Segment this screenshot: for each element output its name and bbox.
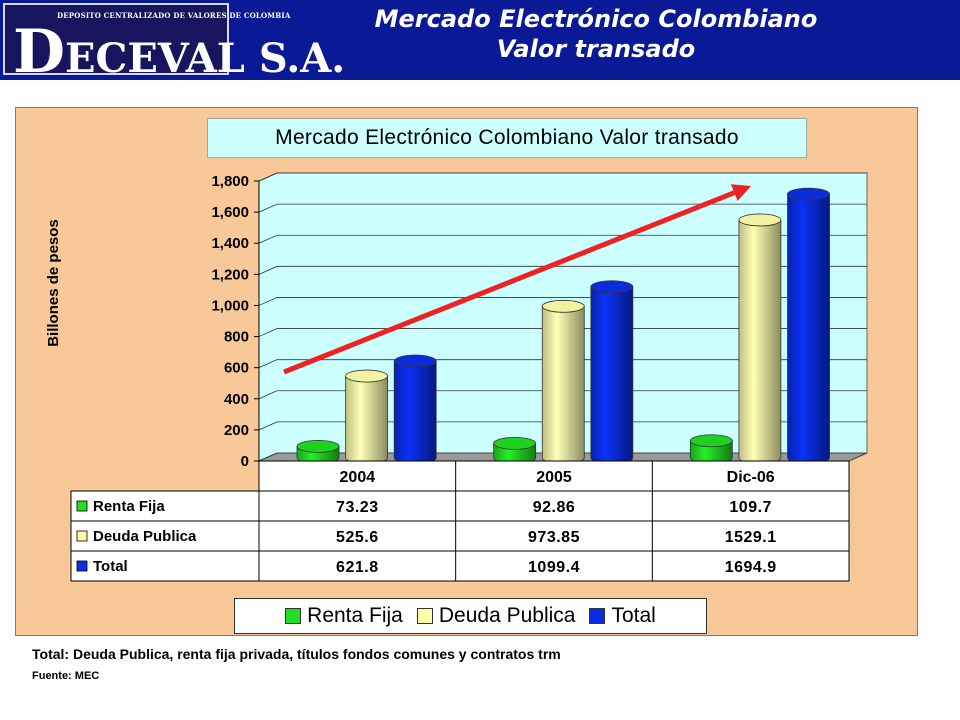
bar-total-0 bbox=[393, 360, 437, 465]
bar-top-1-0 bbox=[493, 436, 537, 450]
table-series-name: Renta Fija bbox=[93, 498, 165, 515]
y-tick-label: 1,200 bbox=[211, 266, 249, 283]
gridline bbox=[258, 390, 867, 400]
legend-item: Deuda Publica bbox=[416, 604, 576, 628]
chart-panel: Mercado Electrónico Colombiano Valor tra… bbox=[15, 107, 918, 636]
table-header-row bbox=[258, 460, 850, 492]
chart-legend: Renta Fija Deuda Publica Total bbox=[234, 598, 707, 634]
table-legend-swatch bbox=[76, 530, 88, 542]
table-value: 1099.4 bbox=[528, 559, 580, 576]
deceval-logo: DEPOSITO CENTRALIZADO DE VALORES DE COLO… bbox=[3, 3, 345, 87]
gridline bbox=[258, 328, 867, 337]
trend-arrow-head bbox=[730, 184, 751, 202]
gridline bbox=[258, 421, 867, 431]
gridline bbox=[258, 265, 867, 275]
bar-chart: 0 200 400 600 800 1,000 1,200 1,400 1,600 1,800 20… bbox=[70, 172, 868, 582]
gridline bbox=[258, 359, 867, 369]
bar-top-2-2 bbox=[787, 187, 830, 201]
page-title: Mercado Electrónico Colombiano Valor tra… bbox=[236, 4, 956, 70]
y-tick-label: 400 bbox=[224, 391, 249, 408]
x-category-label: 2004 bbox=[340, 469, 376, 486]
bar-top-2-1 bbox=[738, 213, 782, 227]
bar-deuda-publica-2 bbox=[738, 219, 782, 465]
y-tick-label: 200 bbox=[224, 422, 249, 439]
legend-item: Total bbox=[589, 604, 656, 628]
bar-top-0-2 bbox=[393, 354, 437, 368]
y-tick-label: 1,000 bbox=[211, 297, 249, 314]
legend-swatch bbox=[416, 608, 433, 624]
logo-tagline: DEPOSITO CENTRALIZADO DE VALORES DE COLO… bbox=[57, 11, 291, 20]
table-value: 1694.9 bbox=[725, 559, 777, 576]
table-value: 621.8 bbox=[336, 559, 379, 576]
legend-label: Renta Fija bbox=[307, 604, 403, 627]
x-category-label: 2005 bbox=[536, 469, 572, 486]
legend-swatch bbox=[589, 608, 606, 624]
table-series-name: Deuda Publica bbox=[93, 528, 197, 545]
data-table bbox=[70, 490, 850, 582]
y-tick-label: 600 bbox=[224, 360, 249, 377]
y-tick-label: 0 bbox=[241, 453, 249, 470]
table-legend-swatch bbox=[76, 560, 88, 572]
bar-top-0-1 bbox=[345, 369, 389, 383]
table-legend-swatch bbox=[76, 500, 88, 512]
table-value: 92.86 bbox=[533, 499, 576, 516]
bar-top-0-0 bbox=[296, 440, 340, 453]
y-tick-label: 800 bbox=[224, 329, 249, 346]
table-value: 73.23 bbox=[336, 499, 379, 516]
y-tick-label: 1,800 bbox=[211, 173, 249, 190]
gridline bbox=[258, 297, 867, 306]
bar-top-2-0 bbox=[689, 434, 733, 448]
legend-label: Total bbox=[611, 604, 656, 627]
legend-label: Deuda Publica bbox=[438, 604, 576, 627]
gridline bbox=[258, 234, 867, 244]
gridline bbox=[258, 172, 867, 182]
chart-title: Mercado Electrónico Colombiano Valor tra… bbox=[207, 118, 807, 158]
y-axis-label: Billones de pesos bbox=[45, 219, 62, 347]
y-tick-label: 1,400 bbox=[211, 235, 249, 252]
bar-deuda-publica-0 bbox=[345, 375, 388, 465]
page-title-line2: Valor transado bbox=[496, 35, 696, 63]
page-title-line1: Mercado Electrónico Colombiano bbox=[374, 5, 818, 33]
table-value: 1529.1 bbox=[725, 529, 777, 546]
bar-deuda-publica-1 bbox=[541, 305, 585, 465]
table-value: 525.6 bbox=[336, 529, 379, 546]
bar-top-1-1 bbox=[541, 299, 585, 313]
source-note: Fuente: MEC bbox=[32, 670, 100, 682]
logo-wordmark: DECEVAL S.A. bbox=[13, 17, 346, 87]
header-bar: DEPOSITO CENTRALIZADO DE VALORES DE COLO… bbox=[0, 0, 960, 87]
bar-total-2 bbox=[787, 193, 830, 465]
bar-total-1 bbox=[590, 286, 634, 465]
x-category-label: Dic-06 bbox=[727, 469, 775, 486]
legend-swatch bbox=[285, 608, 302, 624]
y-tick-label: 1,600 bbox=[211, 204, 249, 221]
footnote: Total: Deuda Publica, renta fija privada… bbox=[32, 646, 561, 662]
gridline bbox=[258, 203, 867, 213]
table-value: 109.7 bbox=[729, 499, 772, 516]
legend-item: Renta Fija bbox=[285, 604, 403, 628]
table-series-name: Total bbox=[93, 558, 128, 575]
trend-arrow bbox=[283, 190, 736, 375]
bar-top-1-2 bbox=[590, 280, 634, 294]
table-value: 973.85 bbox=[528, 529, 580, 546]
